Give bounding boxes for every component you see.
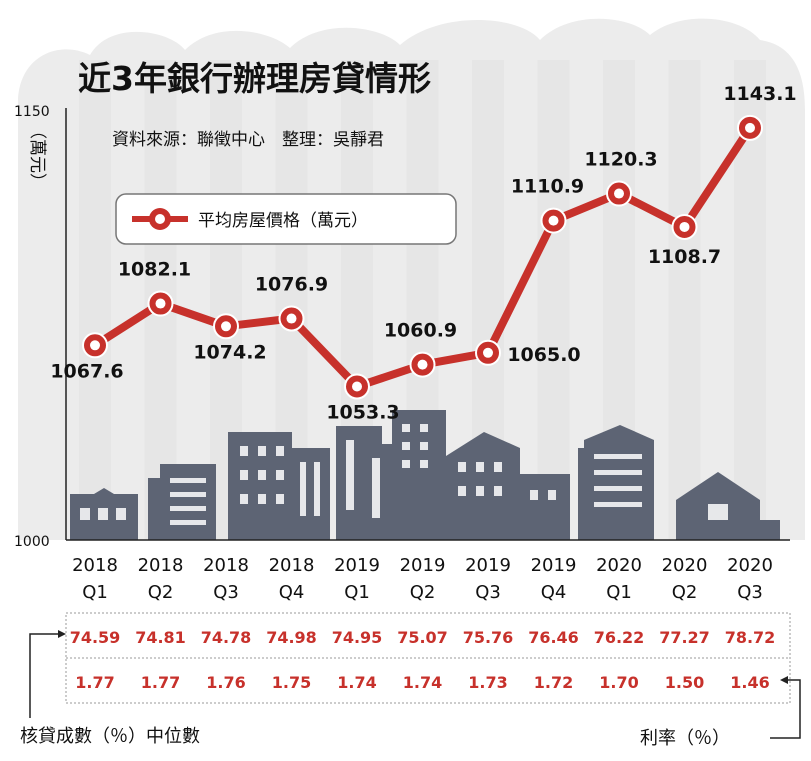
ltv-cell: 74.81: [135, 628, 186, 647]
ltv-callout: [29, 630, 66, 718]
rate-cell: 1.76: [206, 673, 245, 692]
x-tick-quarter: Q1: [606, 582, 632, 603]
background-stripe: [79, 60, 111, 540]
building-windows: [80, 424, 728, 525]
x-tick-quarter: Q3: [737, 582, 763, 603]
ltv-cell: 76.22: [594, 628, 645, 647]
legend: 平均房屋價格（萬元）: [115, 193, 457, 245]
data-point-marker-center: [221, 321, 231, 332]
background-stripe: [537, 60, 570, 540]
x-tick-quarter: Q2: [148, 582, 174, 603]
data-label: 1082.1: [118, 259, 191, 281]
rate-cell: 1.75: [272, 673, 311, 692]
ltv-cell: 76.46: [528, 628, 579, 647]
x-tick-year: 2020: [662, 555, 708, 576]
chart-title: 近3年銀行辦理房貸情形: [78, 59, 431, 98]
ltv-cell: 74.95: [332, 628, 383, 647]
rate-label: 利率（％）: [640, 728, 730, 749]
rate-cell: 1.74: [337, 673, 376, 692]
y-tick-min: 1000: [14, 534, 50, 550]
data-label: 1143.1: [723, 83, 796, 105]
ltv-cell: 75.07: [397, 628, 448, 647]
ltv-cell: 78.72: [725, 628, 776, 647]
data-label: 1108.7: [648, 246, 721, 268]
source-credit: 資料來源：聯徵中心 整理：吳靜君: [112, 130, 384, 150]
data-point-marker-center: [679, 221, 690, 232]
rate-cell: 1.70: [599, 673, 638, 692]
rate-cell: 1.77: [75, 673, 114, 692]
series-layer: 1067.6 1082.1 1074.2 1076.9 1053.3 1060.9 1065…: [50, 83, 796, 424]
rate-cell: 1.46: [730, 673, 769, 692]
data-label: 1120.3: [584, 149, 657, 171]
rate-cell: 1.50: [665, 673, 704, 692]
x-tick-quarter: Q2: [672, 582, 698, 603]
data-label: 1060.9: [384, 320, 457, 342]
x-tick-quarter: Q1: [344, 582, 370, 603]
x-tick-year: 2019: [531, 555, 577, 576]
ltv-cell: 74.78: [201, 628, 252, 647]
ltv-cell: 74.98: [266, 628, 317, 647]
x-tick-quarter: Q4: [541, 582, 567, 603]
table-cells: 74.59 74.81 74.78 74.98 74.95 75.07 75.76 76.46…: [70, 628, 776, 692]
data-point-marker-center: [352, 381, 362, 392]
data-point-marker-center: [548, 215, 559, 226]
data-label: 1110.9: [511, 176, 584, 198]
x-tick-year: 2019: [400, 555, 446, 576]
ltv-label: 核貸成數（％）中位數: [20, 726, 200, 747]
data-point-marker-center: [483, 347, 493, 358]
data-label: 1067.6: [50, 360, 123, 382]
x-tick-labels: 2018 Q1 2018 Q2 2018 Q3 2018 Q4 2019 Q1 2019 Q2 2019…: [72, 555, 773, 603]
x-tick-year: 2018: [269, 555, 315, 576]
data-point-marker-center: [745, 122, 755, 133]
x-tick-quarter: Q4: [279, 582, 305, 603]
rate-cell: 1.74: [403, 673, 442, 692]
data-point-marker-center: [614, 188, 624, 199]
data-point-marker-center: [90, 340, 100, 351]
y-tick-max: 1150: [14, 104, 50, 120]
x-tick-quarter: Q2: [410, 582, 436, 603]
ltv-cell: 75.76: [463, 628, 514, 647]
y-axis-unit: （萬元）: [27, 122, 47, 190]
data-label: 1053.3: [326, 401, 399, 423]
legend-label: 平均房屋價格（萬元）: [198, 211, 368, 231]
data-label: 1065.0: [507, 344, 580, 366]
x-tick-year: 2018: [72, 555, 118, 576]
x-tick-year: 2019: [465, 555, 511, 576]
rate-cell: 1.73: [468, 673, 507, 692]
x-tick-year: 2018: [203, 555, 249, 576]
data-point-marker-center: [155, 298, 166, 309]
x-tick-quarter: Q3: [213, 582, 239, 603]
rate-cell: 1.72: [534, 673, 573, 692]
rate-callout: [770, 676, 801, 739]
x-tick-year: 2018: [138, 555, 184, 576]
x-tick-year: 2020: [727, 555, 773, 576]
ltv-cell: 74.59: [70, 628, 121, 647]
data-point-marker-center: [417, 359, 428, 370]
data-point-marker-center: [286, 313, 297, 324]
rate-cell: 1.77: [141, 673, 180, 692]
ltv-cell: 77.27: [659, 628, 710, 647]
x-tick-quarter: Q1: [82, 582, 108, 603]
data-label: 1076.9: [255, 274, 328, 296]
background-stripe: [668, 60, 701, 540]
data-label: 1074.2: [193, 341, 266, 363]
data-table: 74.59 74.81 74.78 74.98 74.95 75.07 75.76 76.46…: [65, 612, 791, 704]
x-tick-quarter: Q3: [475, 582, 501, 603]
x-tick-year: 2020: [596, 555, 642, 576]
x-tick-year: 2019: [334, 555, 380, 576]
